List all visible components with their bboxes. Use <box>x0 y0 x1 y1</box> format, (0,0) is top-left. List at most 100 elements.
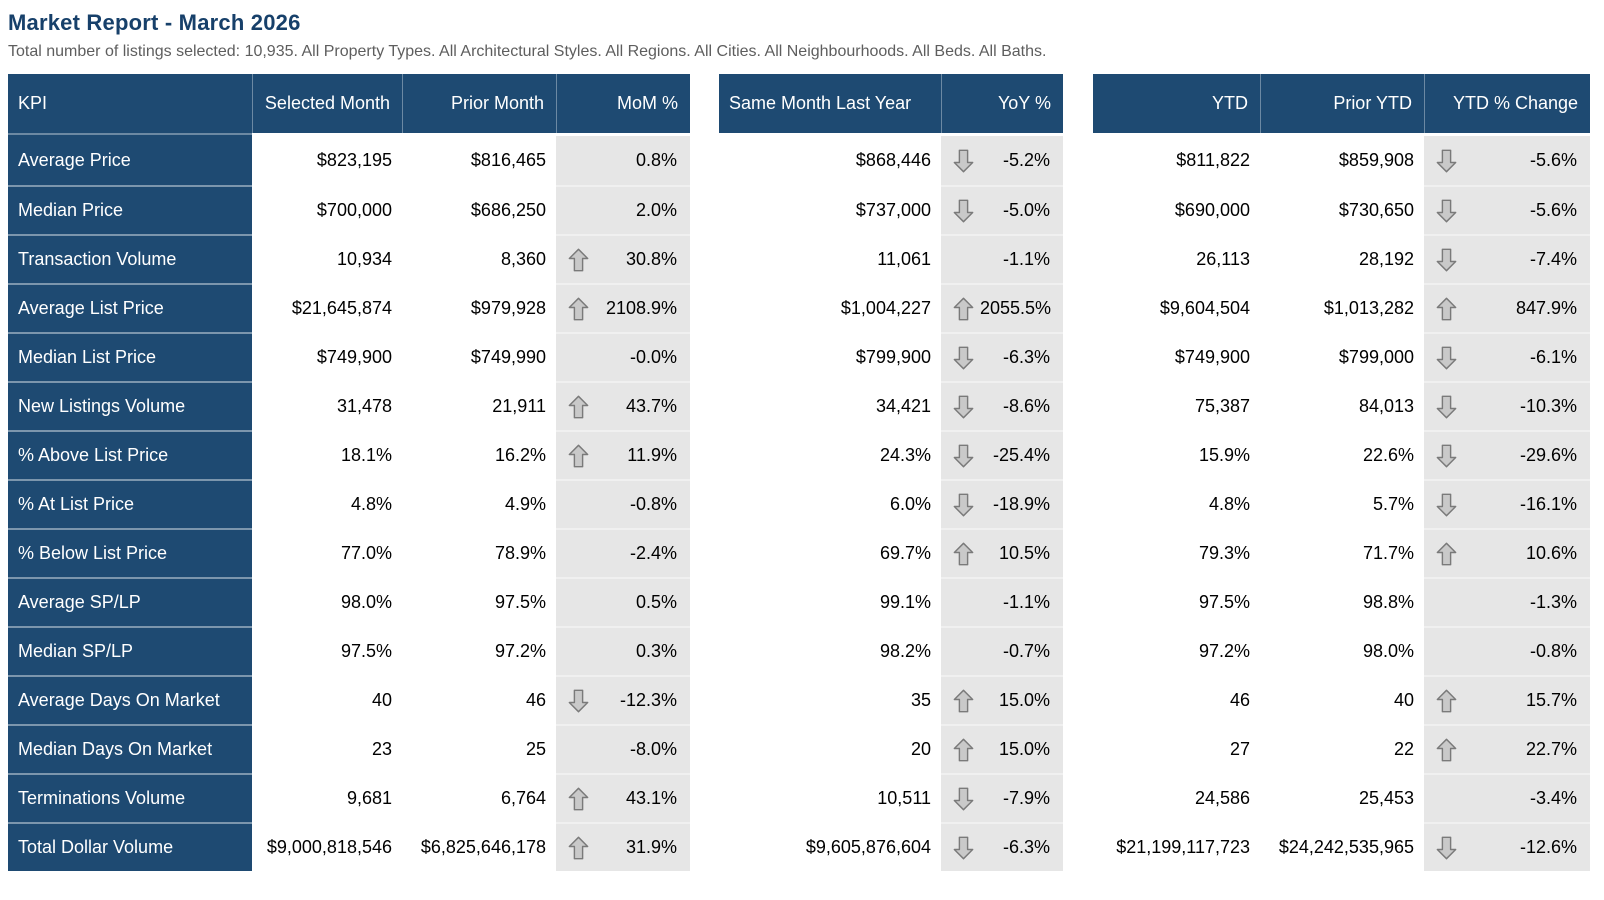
kpi-label: Median Price <box>8 185 252 234</box>
yoy-pct-value: 10.5% <box>998 543 1050 563</box>
arrow-up-icon <box>953 297 974 320</box>
yoy-change-cell: 2055.5% <box>941 283 1063 332</box>
page-title: Market Report - March 2026 <box>8 10 301 35</box>
mom-change-cell: 31.9% <box>556 822 690 871</box>
yoy-change-cell: 15.0% <box>941 724 1063 773</box>
kpi-row: Average List Price $21,645,874 $979,928 … <box>8 283 690 332</box>
yoy-change-cell: -5.2% <box>941 136 1063 185</box>
prior-ytd-value: $24,242,535,965 <box>1260 822 1424 871</box>
kpi-row: 98.2% -0.7% <box>719 626 1063 675</box>
ytd-change-cell: -5.6% <box>1424 185 1590 234</box>
selected-month-value: 98.0% <box>252 577 402 626</box>
selected-month-value: $749,900 <box>252 332 402 381</box>
trend-arrow-icon <box>953 345 980 371</box>
selected-month-value: 23 <box>252 724 402 773</box>
kpi-row: Median Price $700,000 $686,250 2.0% <box>8 185 690 234</box>
trend-arrow-icon <box>568 148 595 174</box>
year-over-year-table: Same Month Last Year YoY % $868,446 <box>719 74 1063 871</box>
kpi-row: $799,900 -6.3% <box>719 332 1063 381</box>
yoy-change-cell: -1.1% <box>941 234 1063 283</box>
kpi-row: 24.3% -25.4% <box>719 430 1063 479</box>
trend-arrow-icon <box>1436 198 1463 224</box>
mom-pct-value: 2.0% <box>635 200 677 220</box>
ytd-change-cell: -16.1% <box>1424 479 1590 528</box>
kpi-label: New Listings Volume <box>8 381 252 430</box>
trend-arrow-icon <box>1436 443 1463 469</box>
mom-change-cell: -12.3% <box>556 675 690 724</box>
kpi-row: 69.7% 10.5% <box>719 528 1063 577</box>
kpi-row: Transaction Volume 10,934 8,360 30.8% <box>8 234 690 283</box>
trend-arrow-icon <box>568 198 595 224</box>
prior-month-value: $6,825,646,178 <box>402 822 556 871</box>
trend-arrow-icon <box>568 786 595 812</box>
yoy-change-cell: -25.4% <box>941 430 1063 479</box>
mom-pct-value: 43.1% <box>625 788 677 808</box>
mom-pct-value: 0.3% <box>635 641 677 661</box>
kpi-label: Average Price <box>8 136 252 185</box>
selected-month-value: $700,000 <box>252 185 402 234</box>
yoy-change-cell: -7.9% <box>941 773 1063 822</box>
ytd-change-cell: -10.3% <box>1424 381 1590 430</box>
prior-ytd-value: $799,000 <box>1260 332 1424 381</box>
column-header-mom-pct: MoM % <box>556 74 690 133</box>
column-header-kpi: KPI <box>8 74 252 133</box>
ytd-change-cell: -0.8% <box>1424 626 1590 675</box>
arrow-up-icon <box>1436 738 1457 761</box>
trend-arrow-icon <box>1436 492 1463 518</box>
selected-month-value: 40 <box>252 675 402 724</box>
same-month-last-year-value: 34,421 <box>719 381 941 430</box>
trend-arrow-icon <box>953 443 980 469</box>
yoy-pct-value: 2055.5% <box>980 298 1052 318</box>
kpi-label: Average SP/LP <box>8 577 252 626</box>
yoy-pct-value: -7.9% <box>1002 788 1050 808</box>
trend-arrow-icon <box>953 148 980 174</box>
ytd-change-cell: -3.4% <box>1424 773 1590 822</box>
kpi-row: $690,000 $730,650 -5.6% <box>1093 185 1590 234</box>
arrow-down-icon <box>1436 149 1457 172</box>
yoy-pct-value: -6.3% <box>1002 347 1050 367</box>
same-month-last-year-value: 6.0% <box>719 479 941 528</box>
kpi-row: 97.5% 98.8% -1.3% <box>1093 577 1590 626</box>
kpi-row: % At List Price 4.8% 4.9% -0.8% <box>8 479 690 528</box>
ytd-value: 15.9% <box>1093 430 1260 479</box>
ytd-pct-value: -5.6% <box>1529 150 1577 170</box>
trend-arrow-icon <box>568 541 595 567</box>
trend-arrow-icon <box>568 737 595 763</box>
ytd-change-cell: 10.6% <box>1424 528 1590 577</box>
same-month-last-year-value: $799,900 <box>719 332 941 381</box>
trend-arrow-icon <box>568 443 595 469</box>
ytd-pct-value: -10.3% <box>1519 396 1577 416</box>
yoy-change-cell: -0.7% <box>941 626 1063 675</box>
arrow-up-icon <box>953 689 974 712</box>
column-header-same-month-last-year: Same Month Last Year <box>719 74 941 133</box>
kpi-label: Terminations Volume <box>8 773 252 822</box>
arrow-down-icon <box>1436 836 1457 859</box>
yoy-pct-value: -1.1% <box>1002 249 1050 269</box>
trend-arrow-icon <box>1436 247 1463 273</box>
ytd-pct-value: 847.9% <box>1515 298 1577 318</box>
arrow-down-icon <box>1436 444 1457 467</box>
yoy-change-cell: -6.3% <box>941 822 1063 871</box>
kpi-label: % Above List Price <box>8 430 252 479</box>
arrow-down-icon <box>953 493 974 516</box>
kpi-row: 97.2% 98.0% -0.8% <box>1093 626 1590 675</box>
trend-arrow-icon <box>1436 590 1463 616</box>
trend-arrow-icon <box>1436 394 1463 420</box>
kpi-tables: KPI Selected Month Prior Month MoM % Ave… <box>8 74 1604 871</box>
kpi-row: $868,446 -5.2% <box>719 136 1063 185</box>
trend-arrow-icon <box>953 688 980 714</box>
yoy-pct-value: -5.2% <box>1002 150 1050 170</box>
yoy-pct-value: 15.0% <box>998 690 1050 710</box>
column-header-ytd: YTD <box>1093 74 1260 133</box>
trend-arrow-icon <box>1436 345 1463 371</box>
same-month-last-year-value: $1,004,227 <box>719 283 941 332</box>
ytd-pct-value: -16.1% <box>1519 494 1577 514</box>
prior-ytd-value: 98.0% <box>1260 626 1424 675</box>
same-month-last-year-value: 69.7% <box>719 528 941 577</box>
trend-arrow-icon <box>568 394 595 420</box>
ytd-pct-value: -5.6% <box>1529 200 1577 220</box>
mom-change-cell: 2.0% <box>556 185 690 234</box>
prior-month-value: $816,465 <box>402 136 556 185</box>
ytd-value: 79.3% <box>1093 528 1260 577</box>
ytd-change-cell: -12.6% <box>1424 822 1590 871</box>
